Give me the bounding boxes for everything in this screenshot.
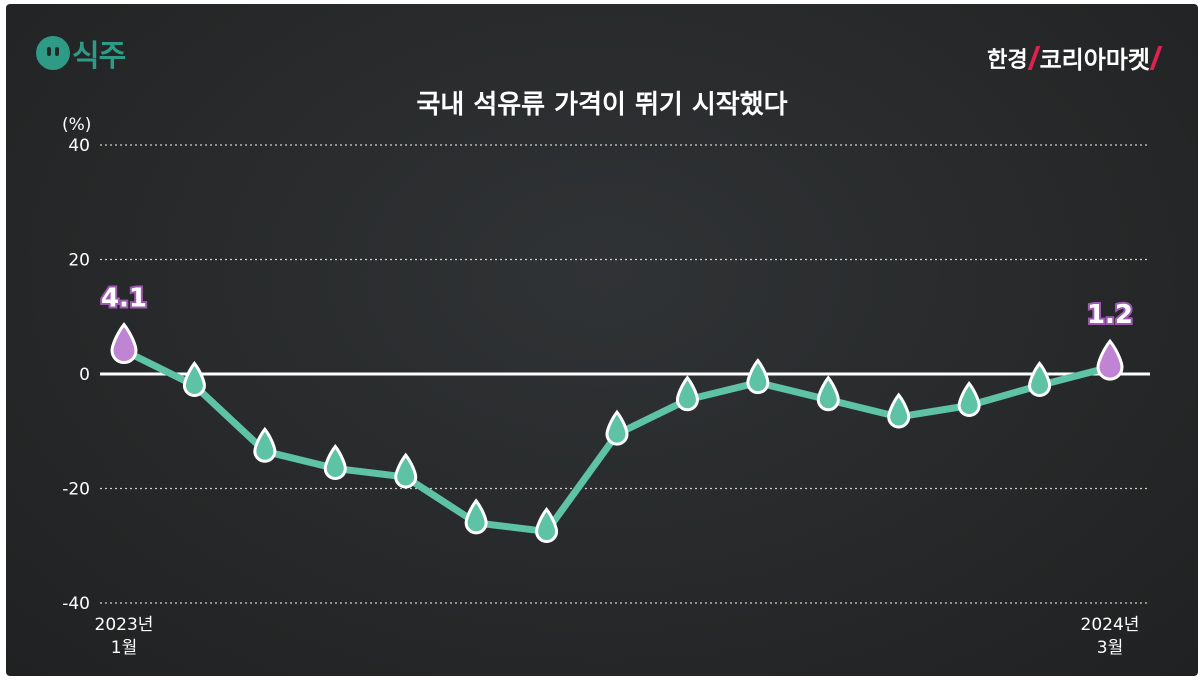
droplet-marker-icon <box>323 444 347 480</box>
data-markers <box>110 322 1124 543</box>
x-start-label-month: 1월 <box>111 638 137 658</box>
droplet-marker-icon <box>816 375 840 412</box>
droplet-marker-icon <box>887 392 911 429</box>
x-end-label-month: 3월 <box>1097 638 1123 658</box>
y-tick-label: 40 <box>68 136 90 156</box>
data-label: 4.1 <box>101 284 147 314</box>
grid-lines <box>100 144 1150 604</box>
droplet-marker-icon <box>746 358 770 395</box>
y-tick-label: -20 <box>62 480 90 500</box>
x-start-label-year: 2023년 <box>95 615 154 635</box>
x-end-label-year: 2024년 <box>1081 615 1140 635</box>
droplet-marker-icon <box>394 452 418 489</box>
data-labels: 4.1 1.2 <box>99 282 1135 333</box>
y-tick-label: 0 <box>79 365 90 385</box>
droplet-marker-icon <box>957 381 981 417</box>
droplet-marker-icon <box>605 409 629 446</box>
y-axis-unit: (%) <box>62 115 91 135</box>
brand-logo-right: 한경 코리아마켓 <box>987 40 1163 75</box>
y-tick-label: 20 <box>68 251 90 271</box>
data-label: 1.2 <box>1087 300 1133 330</box>
droplet-marker-icon <box>253 426 277 463</box>
brand-face-icon <box>36 36 70 70</box>
chart-title: 국내 석유류 가격이 뛰기 시작했다 <box>416 90 788 120</box>
chart-board: 식주 한경 코리아마켓 국내 석유류 가격이 뛰기 시작했다 <box>6 4 1198 676</box>
droplet-marker-icon <box>1096 338 1124 381</box>
brand-logo-right-b: 코리아마켓 <box>1039 46 1150 74</box>
droplet-marker-icon <box>182 361 206 397</box>
droplet-marker-icon <box>464 498 488 535</box>
brand-logo-text: 식주 <box>72 39 126 74</box>
droplet-marker-icon <box>110 322 138 365</box>
droplet-marker-icon <box>535 506 559 543</box>
y-tick-label: -40 <box>62 594 90 614</box>
y-axis-ticks: 40 20 0 -20 -40 <box>62 136 90 614</box>
x-axis-labels: 2023년 1월 2024년 3월 <box>95 615 1140 658</box>
droplet-marker-icon <box>675 375 699 412</box>
brand-logo-right-a: 한경 <box>987 47 1028 73</box>
droplet-marker-icon <box>1028 361 1052 397</box>
brand-logo-left: 식주 <box>36 28 126 78</box>
